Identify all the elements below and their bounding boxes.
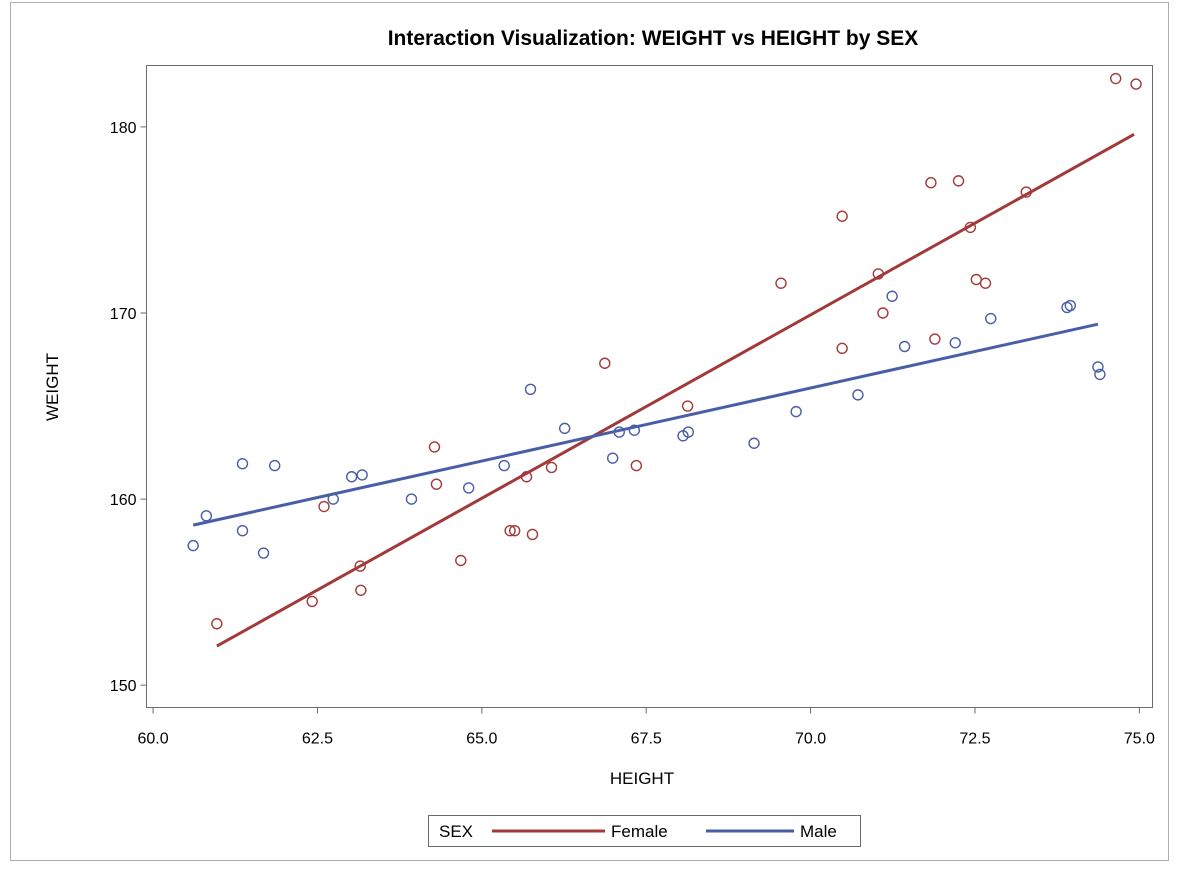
point-male (852, 389, 864, 401)
point-male (345, 471, 358, 483)
x-axis: 60.0 62.5 65.0 67.5 70.0 72.5 75.0 (138, 707, 1155, 748)
x-tick-label: 72.5 (959, 731, 990, 748)
point-male (628, 424, 641, 436)
legend-label-male: Male (800, 822, 837, 841)
point-male (524, 383, 537, 395)
data-points (187, 72, 1142, 630)
chart-title: Interaction Visualization: WEIGHT vs HEI… (388, 27, 919, 50)
point-male (606, 452, 619, 464)
legend-title: SEX (439, 822, 473, 841)
x-tick-label: 75.0 (1124, 731, 1155, 748)
point-female (545, 461, 558, 474)
point-male (613, 426, 625, 438)
y-axis: 150 160 170 180 (110, 120, 147, 695)
point-male (558, 422, 571, 435)
y-tick-label: 160 (110, 492, 137, 509)
fit-lines (192, 133, 1135, 648)
point-female (455, 554, 467, 567)
point-female (964, 221, 977, 234)
x-tick-label: 70.0 (795, 731, 826, 748)
point-male (462, 482, 475, 494)
y-tick-label: 170 (110, 306, 137, 323)
point-female (306, 595, 318, 608)
point-female (1130, 78, 1142, 90)
point-female (1020, 186, 1032, 198)
point-female (952, 175, 965, 187)
point-male (356, 469, 368, 481)
point-male (886, 290, 898, 302)
point-male (257, 547, 270, 559)
point-female (428, 441, 441, 453)
point-female (925, 177, 937, 189)
x-tick-label: 62.5 (302, 731, 333, 748)
point-female (526, 528, 539, 541)
point-male (949, 337, 961, 349)
x-tick-label: 67.5 (631, 731, 662, 748)
fit-line-male (192, 322, 1099, 527)
point-female (1109, 72, 1122, 85)
point-male (1092, 361, 1104, 373)
point-male (187, 539, 199, 552)
point-male (682, 426, 694, 438)
point-male (327, 493, 339, 505)
x-axis-label: HEIGHT (610, 769, 674, 788)
x-tick-label: 60.0 (138, 731, 169, 748)
chart-frame (10, 2, 1169, 861)
point-female (979, 277, 992, 289)
y-tick-label: 150 (110, 678, 137, 695)
point-female (599, 357, 611, 369)
point-male (1094, 368, 1106, 381)
point-male (200, 510, 213, 522)
point-male (748, 437, 760, 449)
point-male (498, 459, 510, 472)
point-female (872, 268, 885, 280)
point-male (985, 312, 997, 325)
point-female (630, 459, 643, 472)
point-male (1064, 299, 1077, 312)
point-female (504, 525, 516, 537)
point-male (790, 405, 802, 418)
legend-label-female: Female (611, 822, 668, 841)
point-male (405, 493, 418, 505)
plot-area (146, 65, 1153, 708)
point-female (509, 525, 521, 537)
point-male (236, 525, 249, 537)
point-female (318, 500, 330, 513)
x-tick-label: 65.0 (466, 731, 497, 748)
fit-line-female (216, 133, 1135, 648)
point-female (430, 478, 443, 490)
point-female (836, 342, 848, 355)
point-male (898, 340, 911, 353)
y-tick-label: 180 (110, 120, 137, 137)
legend: SEX Female Male (428, 815, 861, 847)
point-female (929, 333, 941, 345)
point-female (355, 584, 367, 596)
point-female (354, 560, 366, 572)
y-axis-label: WEIGHT (43, 353, 62, 421)
point-female (775, 277, 787, 289)
point-female (211, 618, 223, 630)
point-male (269, 459, 281, 472)
point-female (681, 400, 694, 412)
point-female (520, 471, 533, 483)
point-male (236, 458, 249, 470)
point-female (877, 307, 889, 319)
point-female (836, 210, 848, 222)
